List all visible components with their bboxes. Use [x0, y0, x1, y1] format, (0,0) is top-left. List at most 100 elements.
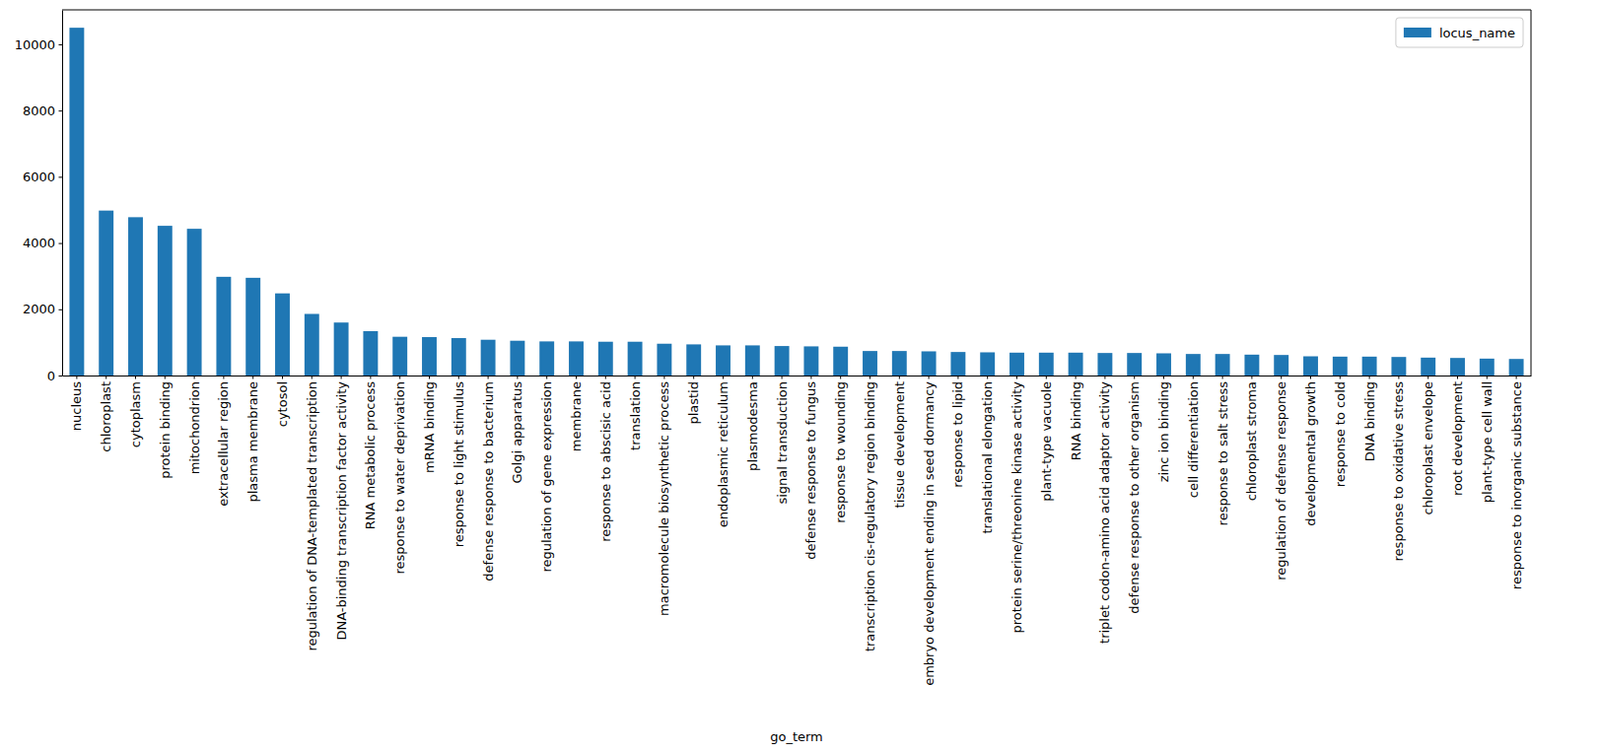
x-tick: regulation of DNA-templated transcriptio…	[304, 375, 320, 652]
x-tick-mark	[986, 375, 988, 380]
x-tick-label: translation	[627, 381, 643, 451]
x-tick-label: endoplasmic reticulum	[715, 381, 731, 528]
x-tick: plasma membrane	[245, 375, 261, 503]
x-tick-mark	[252, 375, 254, 380]
bar	[656, 344, 672, 376]
x-tick-label: response to wounding	[833, 381, 848, 524]
y-axis: 0200040006000800010000	[14, 10, 64, 384]
x-tick-label: chloroplast envelope	[1420, 381, 1436, 516]
x-tick: developmental growth	[1303, 375, 1319, 527]
legend-swatch	[1403, 27, 1432, 38]
y-tick-label: 2000	[22, 301, 56, 317]
x-tick: protein binding	[157, 375, 173, 480]
x-tick-label: response to lipid	[950, 381, 966, 488]
x-tick-mark	[869, 375, 871, 380]
bar	[715, 345, 731, 376]
x-tick: root development	[1450, 375, 1465, 496]
x-tick: DNA binding	[1362, 375, 1378, 462]
bar	[362, 331, 378, 376]
x-tick: signal transduction	[774, 375, 790, 505]
bar	[1156, 352, 1172, 376]
y-tick-label: 0	[47, 368, 56, 384]
x-tick-label: DNA-binding transcription factor activit…	[334, 381, 349, 641]
x-tick-mark	[839, 375, 841, 380]
x-tick-mark	[164, 375, 166, 380]
x-tick-label: cell differentiation	[1185, 381, 1201, 498]
x-tick-mark	[1045, 375, 1047, 380]
x-tick-label: response to water deprivation	[392, 381, 408, 575]
bar	[979, 351, 995, 376]
x-tick-label: chloroplast stroma	[1244, 381, 1259, 501]
bar	[392, 337, 408, 376]
x-tick-mark	[399, 375, 401, 380]
x-tick-label: defense response to other organism	[1126, 381, 1142, 615]
bar	[481, 340, 496, 376]
x-axis: nucleus chloroplast cytoplasm protein bindi…	[63, 375, 1532, 687]
bar	[774, 346, 790, 376]
y-tick: 4000	[22, 235, 63, 251]
legend-item: locus_name	[1403, 25, 1516, 41]
x-tick: plastid	[686, 375, 701, 425]
x-tick-mark	[1104, 375, 1106, 380]
x-tick-mark	[1016, 375, 1018, 380]
x-tick-mark	[575, 375, 577, 380]
x-tick-mark	[1369, 375, 1371, 380]
bar	[1391, 356, 1406, 376]
x-tick-mark	[663, 375, 665, 380]
x-tick: defense response to fungus	[803, 375, 819, 560]
bar	[215, 277, 231, 376]
y-tick: 6000	[22, 169, 63, 185]
x-tick: plant-type cell wall	[1479, 375, 1495, 503]
x-tick: response to light stimulus	[451, 375, 467, 548]
x-tick-label: root development	[1450, 381, 1465, 496]
bar	[568, 341, 584, 376]
x-tick: cytoplasm	[128, 375, 143, 448]
x-tick: extracellular region	[215, 375, 231, 507]
bar	[803, 346, 819, 376]
y-tick-mark	[59, 110, 64, 112]
bar	[950, 351, 966, 376]
bar	[686, 344, 701, 376]
x-tick: RNA binding	[1068, 375, 1084, 461]
plot: nucleus chloroplast cytoplasm protein bindi…	[14, 9, 1532, 687]
bar	[1009, 352, 1025, 376]
x-tick: defense response to bacterium	[481, 375, 496, 582]
bar	[1509, 358, 1525, 376]
x-tick: response to oxidative stress	[1391, 375, 1406, 561]
x-tick-mark	[1280, 375, 1282, 380]
x-tick: regulation of gene expression	[539, 375, 555, 573]
bar	[245, 278, 261, 376]
x-tick-label: protein serine/threonine kinase activity	[1009, 381, 1025, 634]
bar	[1332, 356, 1348, 376]
y-tick-label: 8000	[22, 103, 56, 119]
x-tick-mark	[1251, 375, 1253, 380]
x-tick-mark	[487, 375, 489, 380]
x-tick-label: transcription cis-regulatory region bind…	[862, 381, 878, 652]
x-tick-label: plasma membrane	[245, 381, 261, 503]
x-tick-label: regulation of gene expression	[539, 381, 555, 573]
x-tick-label: nucleus	[69, 381, 84, 431]
x-tick: translation	[627, 375, 643, 451]
x-tick-mark	[75, 375, 77, 380]
bar	[1362, 356, 1378, 376]
x-tick: chloroplast	[98, 375, 114, 453]
chart: nucleus chloroplast cytoplasm protein bindi…	[0, 0, 1600, 753]
x-tick: translational elongation	[979, 375, 995, 535]
bar	[275, 293, 290, 376]
x-tick-label: cytoplasm	[128, 381, 143, 448]
legend: locus_name	[1395, 17, 1524, 48]
x-tick-mark	[369, 375, 371, 380]
x-tick-mark	[752, 375, 754, 380]
x-tick-mark	[1192, 375, 1194, 380]
x-tick-mark	[810, 375, 812, 380]
x-tick-mark	[957, 375, 959, 380]
x-tick-mark	[341, 375, 343, 380]
x-tick: endoplasmic reticulum	[715, 375, 731, 528]
bar	[98, 210, 114, 376]
bar	[745, 345, 761, 376]
x-tick-mark	[1310, 375, 1312, 380]
x-tick: response to salt stress	[1215, 375, 1231, 526]
x-tick-label: defense response to bacterium	[481, 381, 496, 582]
x-tick-label: developmental growth	[1303, 381, 1319, 527]
x-tick-label: zinc ion binding	[1156, 381, 1172, 483]
